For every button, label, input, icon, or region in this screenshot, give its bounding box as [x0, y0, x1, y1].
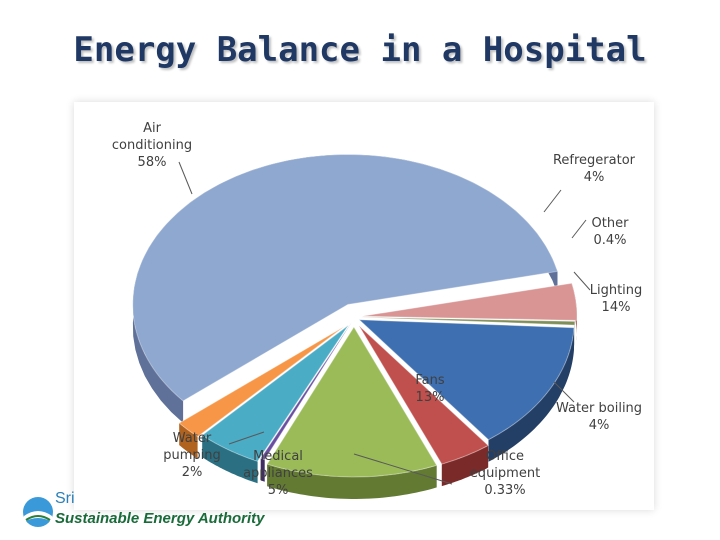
data-label: Water pumping 2%	[163, 431, 221, 480]
pie-slice-office-equipment	[259, 322, 352, 461]
pie-slice-side	[488, 327, 574, 462]
org-emblem-icon	[23, 497, 53, 527]
data-label: Air conditioning 58%	[112, 121, 192, 170]
data-label: Fans 13%	[415, 373, 444, 405]
pie-slice-side	[179, 423, 198, 459]
pie-slice-side	[267, 464, 437, 499]
org-name: Sustainable Energy Authority	[55, 510, 265, 527]
pie-slice-medical-appliances	[201, 324, 349, 462]
leader-line	[553, 381, 575, 403]
leader-line	[353, 453, 453, 485]
data-label: Water boiling 4%	[556, 401, 642, 433]
data-label: Lighting 14%	[590, 283, 643, 315]
pie-slice-side	[441, 445, 489, 487]
pie-slice-air-conditioning	[132, 153, 559, 402]
pie-slice-other	[359, 316, 576, 326]
pie-slice-side	[132, 154, 558, 423]
pie-slice-side	[260, 458, 265, 482]
leader-line	[543, 189, 562, 213]
pie-chart: Air conditioning 58% Refregerator 4% Other 0.4…	[112, 121, 643, 499]
data-label: Medical appliances 5%	[243, 449, 313, 498]
pie-slice-side	[202, 435, 258, 484]
leader-line	[573, 271, 591, 291]
leader-line	[571, 219, 587, 239]
leader-line	[178, 161, 193, 195]
pie-slice-water-pumping	[178, 326, 345, 438]
data-label: Refregerator 4%	[553, 153, 636, 185]
pie-slice-refregerator	[361, 282, 578, 321]
leader-line	[228, 431, 265, 445]
slide-title: Energy Balance in a Hospital	[73, 30, 647, 70]
data-label: Office equipment 0.33%	[470, 449, 540, 498]
pie-slice-lighting	[357, 319, 575, 441]
data-label: Other 0.4%	[592, 216, 630, 248]
pie-slice-fans	[266, 326, 438, 478]
org-short-name: Sri	[55, 490, 75, 507]
pie-slice-water-boiling	[358, 325, 490, 465]
org-logo	[18, 492, 278, 536]
chart-panel: Air conditioning 58% Refregerator 4% Other 0.4…	[74, 102, 654, 510]
